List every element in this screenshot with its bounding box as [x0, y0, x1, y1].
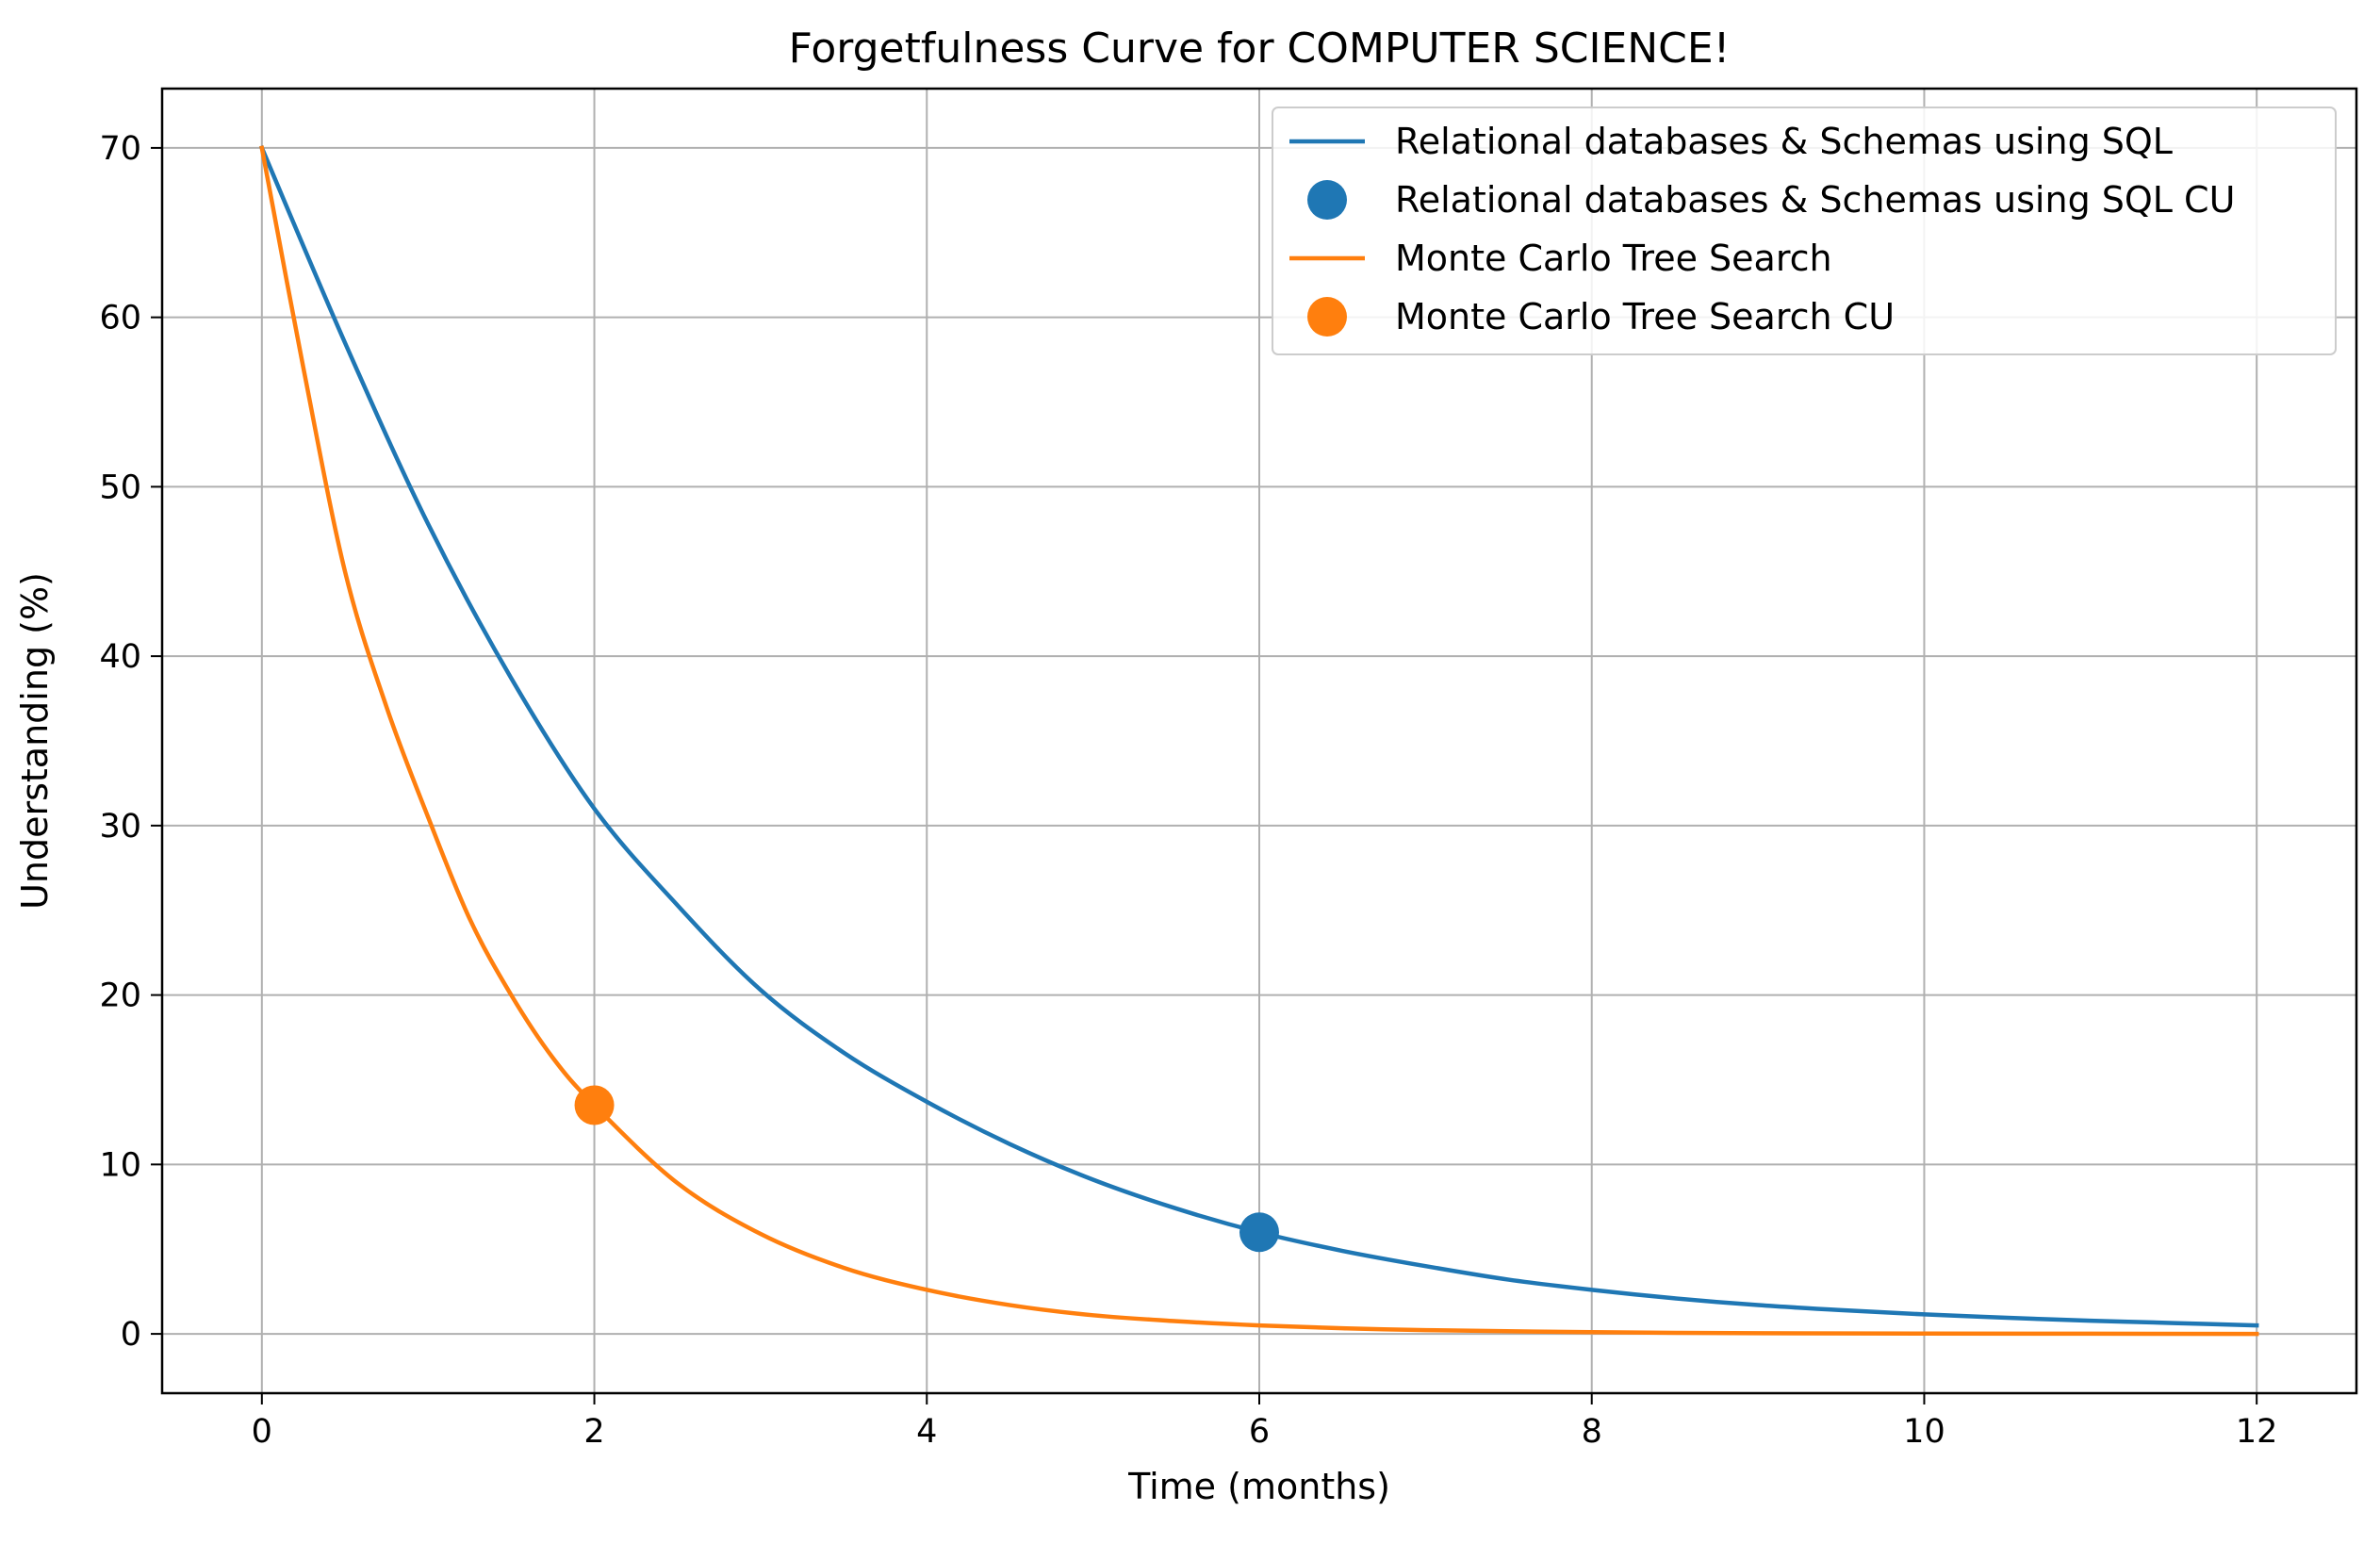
x-tick-label-2: 4	[916, 1413, 937, 1451]
y-tick-label-6: 60	[99, 300, 141, 337]
x-tick-label-6: 12	[2236, 1413, 2278, 1451]
x-axis-label: Time (months)	[1127, 1466, 1390, 1507]
x-tick-label-4: 8	[1582, 1413, 1602, 1451]
x-tick-label-0: 0	[252, 1413, 272, 1451]
legend-entry-relational-databases-schemas-using-sql-cu-label: Relational databases & Schemas using SQL…	[1395, 179, 2235, 221]
y-tick-label-0: 0	[121, 1316, 141, 1354]
y-tick-label-4: 40	[99, 638, 141, 676]
series-point-relational-databases-schemas-using-sql-cu-0	[1239, 1212, 1279, 1253]
legend: Relational databases & Schemas using SQL…	[1272, 107, 2337, 355]
tick-layer: 0 2 4 6 8 10 12 0 10 20 30 40 50 60 70	[99, 130, 2277, 1451]
x-tick-label-5: 10	[1903, 1413, 1945, 1451]
series-layer	[258, 144, 2259, 1337]
legend-box	[1272, 107, 2337, 355]
y-tick-label-5: 50	[99, 468, 141, 506]
legend-entry-monte-carlo-tree-search-cu-swatch	[1307, 297, 1347, 337]
y-tick-label-1: 10	[99, 1146, 141, 1184]
legend-entry-relational-databases-schemas-using-sql-cu-swatch	[1307, 180, 1347, 220]
series-line-relational-databases-schemas-using-sql	[258, 144, 2259, 1328]
y-tick-label-3: 30	[99, 808, 141, 846]
chart-title: Forgetfulness Curve for COMPUTER SCIENCE…	[789, 25, 1731, 73]
legend-entry-monte-carlo-tree-search-cu-label: Monte Carlo Tree Search CU	[1395, 296, 1895, 337]
y-tick-label-7: 70	[99, 130, 141, 168]
x-tick-label-1: 2	[583, 1413, 604, 1451]
y-axis-label: Understanding (%)	[14, 572, 56, 910]
x-tick-label-3: 6	[1249, 1413, 1270, 1451]
series-point-monte-carlo-tree-search-cu-0	[574, 1085, 615, 1125]
legend-entry-relational-databases-schemas-using-sql-label: Relational databases & Schemas using SQL	[1395, 121, 2173, 162]
series-line-monte-carlo-tree-search	[259, 145, 2259, 1337]
legend-entry-monte-carlo-tree-search-label: Monte Carlo Tree Search	[1395, 238, 1832, 279]
y-tick-label-2: 20	[99, 977, 141, 1015]
